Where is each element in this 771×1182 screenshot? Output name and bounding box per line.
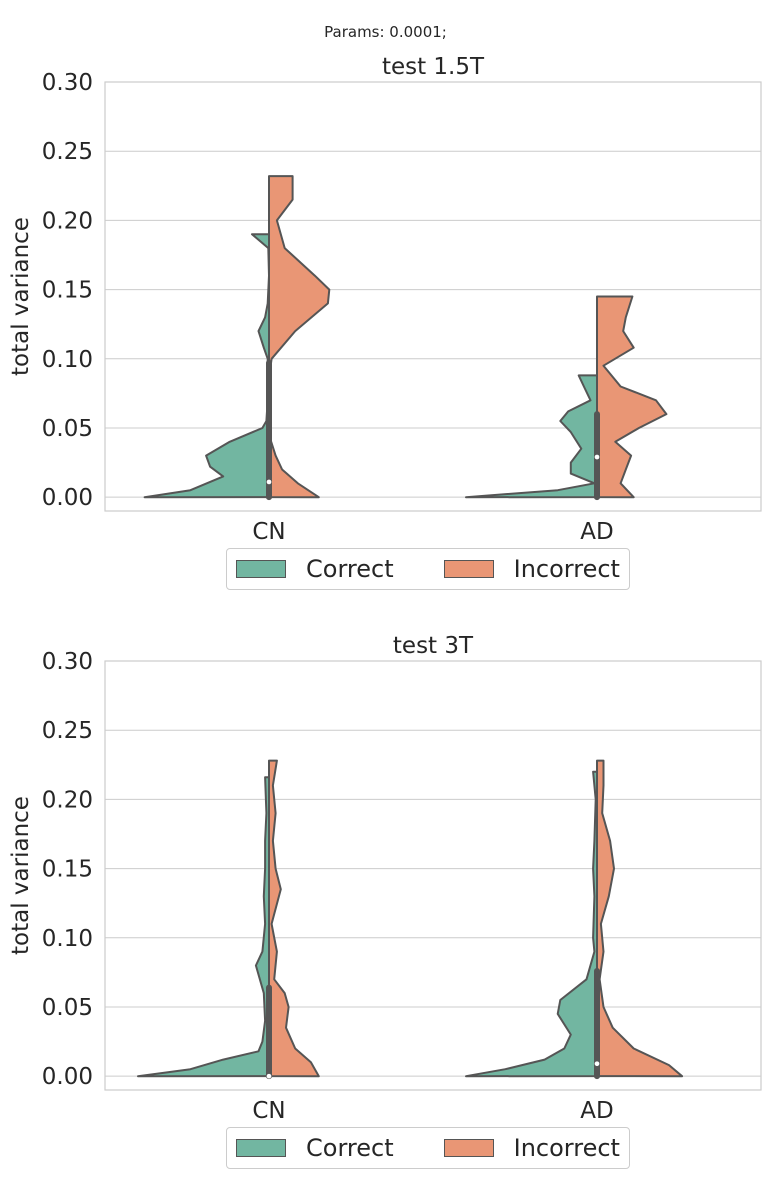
figure-suptitle: Params: 0.0001;: [324, 23, 447, 41]
violin-incorrect-ad: [596, 295, 668, 499]
violin-incorrect-ad: [596, 759, 684, 1078]
y-tick-label: 0.25: [42, 718, 93, 744]
violin-correct-ad: [465, 770, 598, 1078]
legend-item-incorrect: Incorrect: [443, 1134, 620, 1162]
plot-frame: [104, 81, 762, 512]
violin-correct-cn: [143, 233, 270, 499]
legend-label-correct: Correct: [306, 1134, 394, 1162]
x-tick-label-cn: CN: [252, 519, 285, 545]
legend-label-incorrect: Incorrect: [513, 1134, 620, 1162]
y-tick-label: 0.30: [42, 649, 93, 675]
y-axis-label: total variance: [8, 217, 34, 376]
median-marker-ad: [594, 1060, 600, 1067]
violin-panel-test-1-5t: 0.00 0.05 0.10 0.15 0.20 0.25 0.30 CN AD test 1.5…: [8, 54, 762, 545]
y-tick-label: 0.20: [42, 208, 93, 234]
y-tick-label: 0.10: [42, 347, 93, 373]
median-marker-cn: [266, 479, 272, 485]
violin-correct-cn: [137, 776, 270, 1078]
legend-panel-1: Correct Incorrect: [226, 548, 630, 590]
legend-item-correct: Correct: [236, 555, 394, 583]
legend-swatch-correct: [236, 1139, 286, 1157]
y-tick-label: 0.15: [42, 857, 93, 883]
panel-title: test 1.5T: [382, 54, 485, 80]
y-tick-label: 0.30: [42, 70, 93, 96]
x-tick-label-ad: AD: [580, 1098, 613, 1124]
legend-label-correct: Correct: [306, 555, 394, 583]
median-marker-ad: [594, 454, 600, 460]
violin-correct-ad: [465, 374, 598, 499]
legend-item-correct: Correct: [236, 1134, 394, 1162]
legend-label-incorrect: Incorrect: [513, 555, 620, 583]
legend-item-incorrect: Incorrect: [443, 555, 620, 583]
y-tick-label: 0.10: [42, 926, 93, 952]
y-tick-label: 0.05: [42, 416, 93, 442]
legend-swatch-correct: [236, 560, 286, 578]
median-marker-cn: [266, 1073, 272, 1080]
legend-swatch-incorrect: [443, 1139, 494, 1157]
y-tick-label: 0.20: [42, 787, 93, 813]
plot-frame: [104, 660, 762, 1091]
y-tick-label: 0.25: [42, 139, 93, 165]
y-tick-label: 0.00: [42, 1064, 93, 1090]
x-tick-label-cn: CN: [252, 1098, 285, 1124]
legend-panel-2: Correct Incorrect: [226, 1127, 630, 1169]
x-tick-label-ad: AD: [580, 519, 613, 545]
y-tick-label: 0.00: [42, 485, 93, 511]
violin-incorrect-cn: [268, 759, 320, 1078]
y-tick-label: 0.05: [42, 995, 93, 1021]
violin-panel-test-3t: 0.00 0.05 0.10 0.15 0.20 0.25 0.30 CN AD test 3T t…: [8, 633, 762, 1124]
y-axis-label: total variance: [8, 796, 34, 955]
y-tick-label: 0.15: [42, 278, 93, 304]
panel-title: test 3T: [393, 633, 474, 659]
legend-swatch-incorrect: [443, 560, 494, 578]
violin-incorrect-cn: [268, 175, 331, 499]
